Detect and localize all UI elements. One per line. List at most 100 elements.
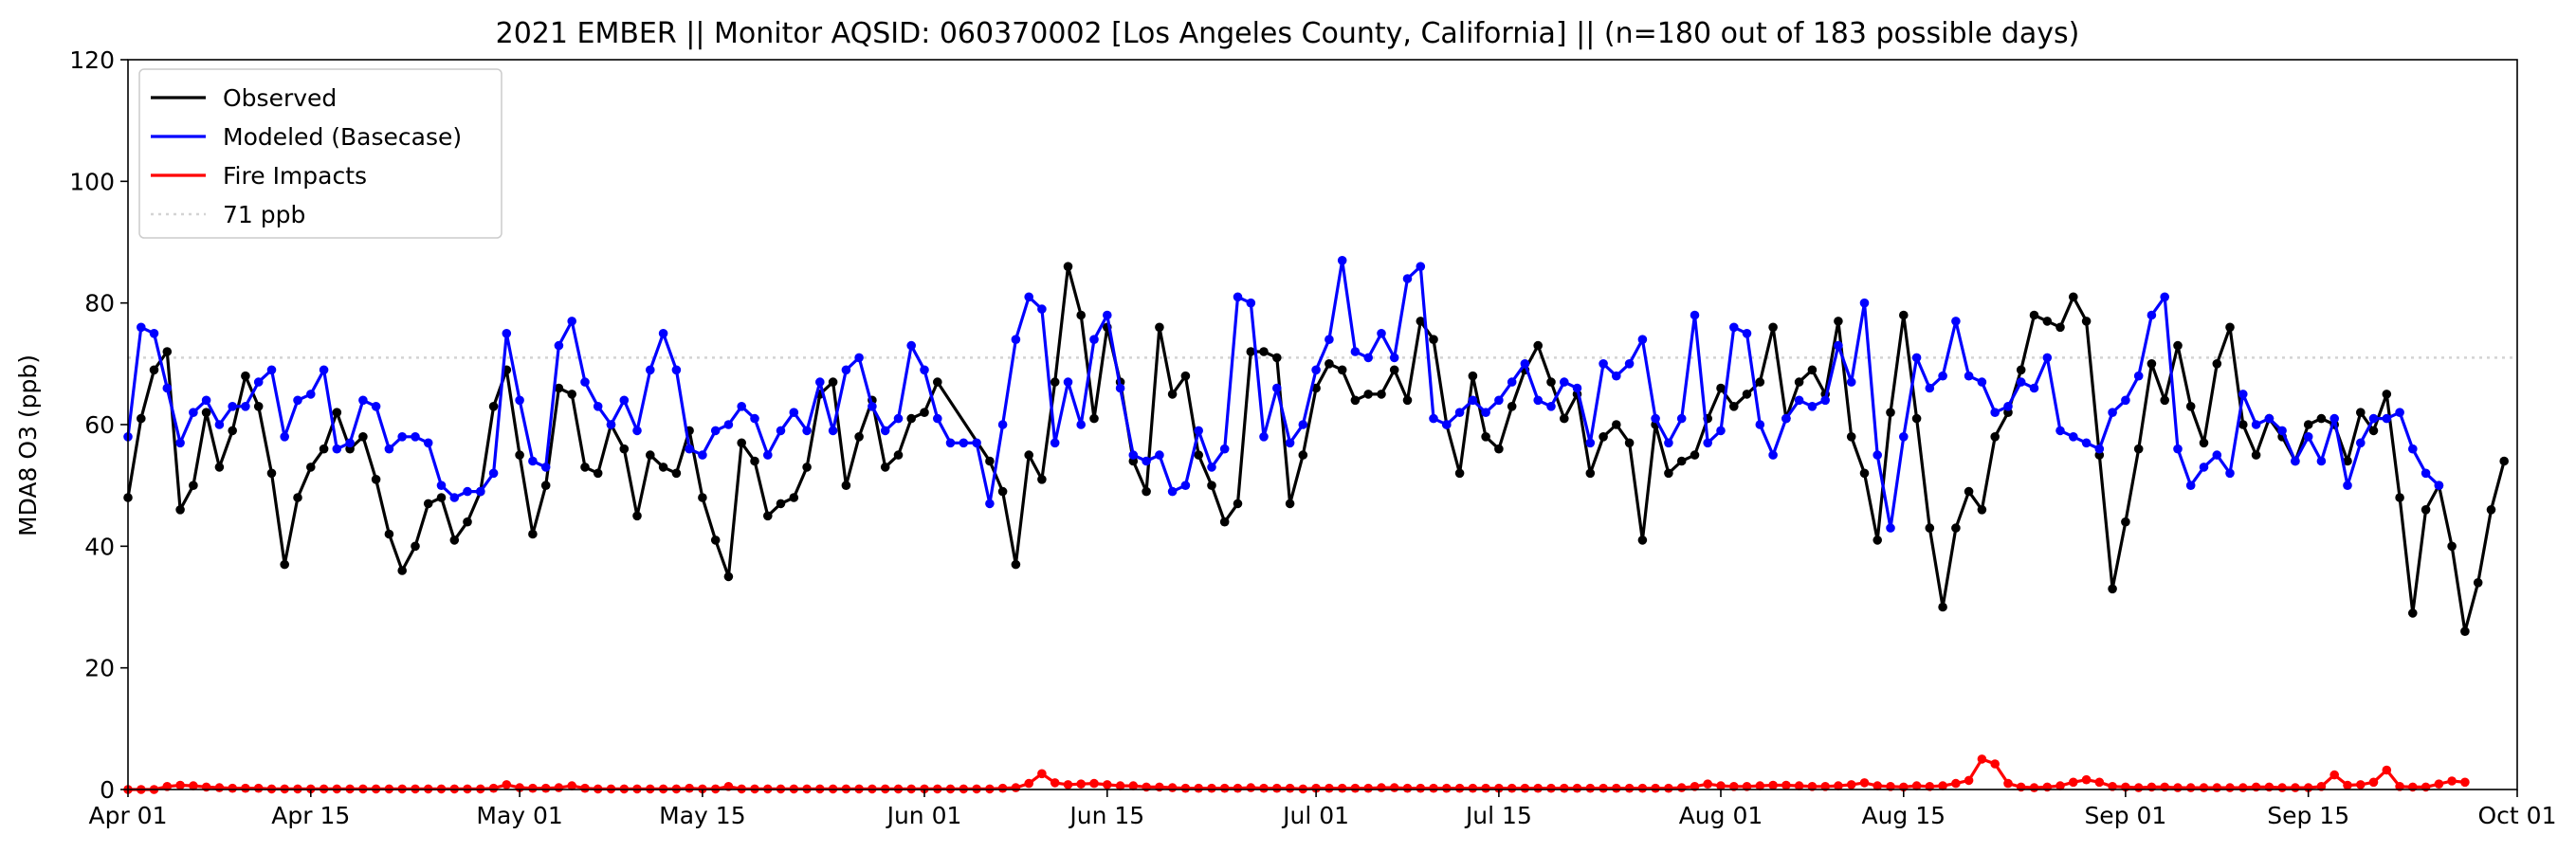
data-point (789, 493, 799, 502)
data-point (2434, 779, 2444, 789)
data-point (540, 481, 551, 490)
data-point (1429, 783, 1438, 793)
data-point (1886, 782, 1895, 791)
data-point (1990, 408, 2000, 418)
data-point (1037, 304, 1047, 314)
data-point (175, 505, 185, 515)
data-point (619, 444, 630, 454)
x-tick-label: Sep 01 (2084, 802, 2166, 829)
data-point (423, 438, 433, 448)
data-point (1167, 390, 1178, 399)
data-point (1755, 377, 1765, 387)
data-point (228, 402, 237, 411)
data-point (1377, 783, 1386, 792)
data-point (358, 395, 368, 406)
data-point (1624, 359, 1635, 369)
data-point (1350, 783, 1361, 793)
data-point (2212, 359, 2222, 369)
data-point (1938, 371, 1947, 381)
data-point (1272, 353, 1282, 363)
data-point (1259, 783, 1269, 793)
data-point (1233, 292, 1243, 302)
data-point (1272, 383, 1282, 393)
data-point (515, 450, 524, 460)
data-point (1911, 353, 1922, 363)
data-point (1533, 783, 1543, 793)
data-point (306, 463, 316, 472)
data-point (1664, 468, 1673, 479)
data-point (1115, 781, 1125, 790)
data-point (149, 329, 159, 338)
data-point (2316, 456, 2327, 466)
data-point (868, 402, 877, 411)
data-point (1429, 413, 1438, 424)
data-point (332, 444, 342, 454)
data-point (1768, 322, 1778, 333)
data-point (1716, 781, 1726, 790)
data-point (411, 432, 420, 442)
data-point (933, 413, 942, 424)
data-point (2147, 310, 2157, 320)
data-point (737, 402, 746, 411)
data-point (214, 420, 225, 429)
data-point (2225, 322, 2235, 333)
data-point (1337, 256, 1347, 265)
data-point (1990, 432, 2000, 442)
data-point (1219, 517, 1230, 527)
series-fire-impacts (123, 754, 2470, 794)
data-point (828, 426, 838, 436)
data-point (436, 493, 447, 502)
data-point (280, 559, 290, 570)
data-point (1377, 390, 1386, 399)
data-point (2081, 438, 2092, 448)
data-point (1363, 390, 1373, 399)
data-point (1389, 353, 1399, 363)
data-point (1507, 377, 1517, 387)
data-point (1533, 395, 1543, 406)
data-point (2185, 402, 2196, 411)
data-point (2173, 444, 2183, 454)
data-point (1834, 340, 1843, 351)
data-point (1481, 432, 1490, 442)
data-point (1207, 481, 1216, 490)
data-point (1050, 438, 1060, 448)
data-point (1167, 783, 1178, 792)
data-point (241, 783, 250, 793)
data-point (2029, 383, 2039, 393)
data-point (1846, 432, 1856, 442)
data-point (2081, 774, 2092, 785)
data-point (1938, 781, 1947, 790)
data-point (2264, 413, 2275, 424)
data-point (1637, 535, 1648, 545)
data-point (1481, 408, 1490, 418)
data-point (1311, 365, 1321, 375)
data-point (1807, 782, 1818, 791)
x-tick-label: Sep 15 (2267, 802, 2349, 829)
data-point (1886, 523, 1895, 533)
data-point (371, 475, 381, 484)
data-point (253, 377, 264, 387)
data-point (2042, 353, 2053, 363)
data-point (2225, 468, 2235, 479)
data-point (1272, 783, 1282, 793)
data-point (789, 408, 799, 418)
data-point (1716, 383, 1726, 393)
x-tick-label: Aug 01 (1679, 802, 1763, 829)
data-point (2329, 413, 2339, 424)
y-tick-label: 60 (84, 411, 115, 439)
data-point (646, 365, 655, 375)
data-point (189, 781, 198, 790)
data-point (685, 444, 694, 454)
data-point (319, 444, 329, 454)
data-point (1194, 450, 1203, 460)
data-point (1964, 775, 1974, 786)
data-point (1389, 365, 1399, 375)
data-point (2094, 777, 2105, 788)
data-point (1859, 298, 1870, 308)
data-point (214, 463, 225, 472)
x-tick-label: Jul 15 (1464, 802, 1532, 829)
data-point (671, 468, 682, 479)
data-point (2291, 456, 2300, 466)
data-point (149, 365, 159, 375)
data-point (515, 395, 524, 406)
